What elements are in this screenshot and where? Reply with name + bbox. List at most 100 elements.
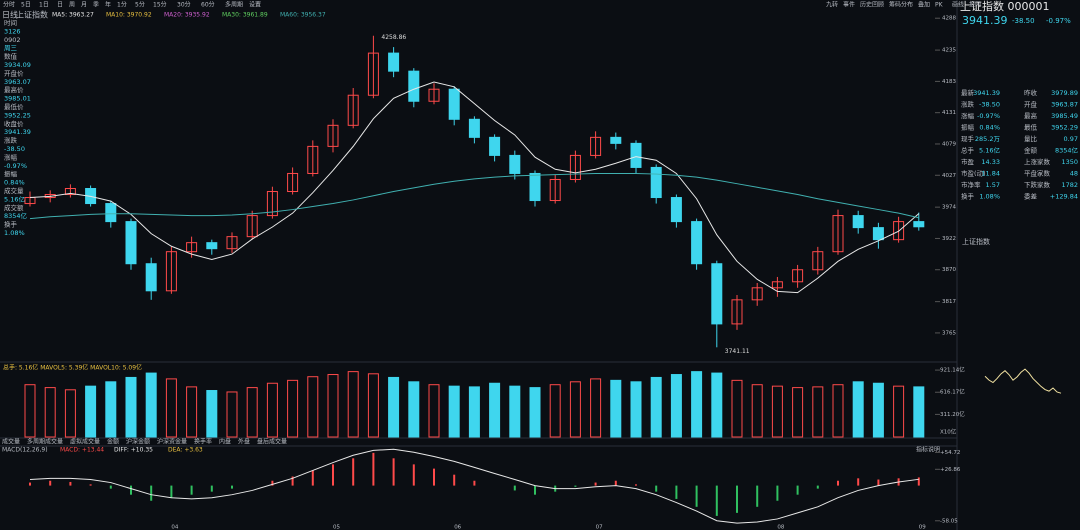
candle-body (650, 166, 662, 199)
macd-help[interactable]: 指标说明 (916, 446, 940, 454)
info-item: -38.50 (4, 145, 25, 153)
period-tab[interactable]: 年 (105, 1, 111, 9)
period-tab[interactable]: 日 (57, 2, 63, 9)
candle-body (287, 172, 299, 193)
quote-cell: -38.50 (979, 101, 1000, 109)
y-tick-label: 3870 (942, 267, 956, 273)
month-label: 08 (777, 525, 784, 530)
period-tab[interactable]: 5日 (21, 2, 31, 9)
y-tick-label: 616.17亿 (940, 388, 965, 396)
quote-cell: 0.97 (1064, 135, 1078, 143)
volume-bar (307, 376, 319, 438)
period: 日线 (2, 10, 18, 20)
quote-cell: 3979.89 (1051, 89, 1078, 97)
y-tick-label: 3817 (942, 299, 956, 305)
volume-bar (812, 386, 824, 438)
tool-button[interactable]: 九转 (826, 1, 838, 9)
volume-bar (872, 382, 884, 438)
indicator-tab[interactable]: 沪深资金量 (157, 438, 187, 446)
quote-price: 3941.39 (962, 14, 1008, 27)
info-item: 成交额 (4, 203, 24, 212)
period-tab[interactable]: 月 (81, 2, 87, 9)
volume-bar (448, 385, 460, 438)
volume-bar (771, 385, 783, 438)
period-tab[interactable]: 季 (93, 1, 99, 9)
volume-bar (226, 391, 238, 438)
quote-cell: 下跌家数 (1024, 180, 1051, 189)
info-item: 8354亿 (4, 211, 28, 220)
indicator-tab[interactable]: 虚拟成交量 (70, 438, 100, 446)
period-tab[interactable]: 60分 (201, 1, 215, 9)
info-item: 3952.25 (4, 111, 31, 119)
indicator-tab[interactable]: 金额 (107, 438, 119, 446)
info-item: 换手 (4, 220, 18, 229)
indicator-tab[interactable]: 盘后成交量 (257, 438, 287, 446)
period-tab[interactable]: 1分 (117, 1, 127, 9)
indicator-tab[interactable]: 多周期成交量 (27, 438, 63, 446)
period-tab[interactable]: 多周期 (225, 1, 243, 9)
period-tab[interactable]: 15分 (153, 1, 167, 9)
tool-button[interactable]: 画线 (952, 1, 964, 9)
ma-legend: MA30: 3961.89 (222, 12, 268, 19)
tool-button[interactable]: 报网 (969, 1, 981, 9)
quote-cell: 市盈(动) (961, 169, 986, 178)
tool-button[interactable]: 筹码分布 (889, 1, 913, 9)
period-tab[interactable]: 分时 (3, 1, 15, 9)
indicator-tab[interactable]: 内盘 (219, 438, 231, 446)
macd-legend: DIFF: +10.35 (114, 447, 153, 454)
period-tab[interactable]: 1日 (39, 2, 49, 9)
candle-body (408, 70, 420, 102)
candle-body (731, 299, 743, 325)
volume-unit: X10亿 (940, 428, 957, 436)
volume-bar (913, 386, 925, 438)
indicator-tab[interactable]: 成交量 (2, 438, 20, 446)
tool-button[interactable]: PK (935, 2, 944, 9)
indicator-tab[interactable]: 沪深金额 (126, 438, 150, 446)
intraday-line (984, 368, 1062, 394)
info-item: 成交量 (4, 186, 24, 195)
volume-bar (630, 381, 642, 438)
volume-bar (125, 376, 137, 438)
candle-body (751, 287, 763, 301)
candle-body (711, 263, 723, 325)
annotation: 3741.11 (725, 348, 750, 355)
quote-cell: 5.16亿 (979, 146, 1000, 155)
period-tab[interactable]: 5分 (135, 1, 145, 9)
tool-button[interactable]: 历史回顾 (860, 1, 884, 9)
info-item: 5.16亿 (4, 194, 25, 203)
ma-legend: MA5: 3963.27 (52, 12, 94, 19)
candle-body (186, 242, 198, 253)
info-item: 时间 (4, 18, 17, 27)
quote-cell: 3963.87 (1051, 101, 1078, 109)
candle-body (569, 154, 581, 180)
volume-bar (287, 379, 299, 438)
volume-bar (347, 371, 359, 438)
candle-body (913, 221, 925, 228)
tool-button[interactable]: 叠加 (918, 1, 930, 9)
volume-bar (105, 381, 117, 438)
candle-body (428, 88, 440, 102)
candle-body (489, 136, 501, 156)
volume-bar (529, 387, 541, 438)
info-item: 最高价 (4, 85, 24, 94)
quote-cell: 48 (1070, 170, 1078, 178)
y-tick-label: 4079 (942, 141, 956, 147)
volume-bar (852, 381, 864, 438)
quote-cell: 平盘家数 (1024, 169, 1051, 178)
candle-body (367, 52, 379, 96)
volume-bar (751, 384, 763, 438)
period-tab[interactable]: 设置 (249, 1, 261, 9)
indicator-tab[interactable]: 外盘 (238, 438, 250, 446)
period-tab[interactable]: 30分 (177, 1, 191, 9)
y-tick-label: +54.72 (940, 450, 960, 456)
y-tick-label: 3765 (942, 330, 956, 336)
period-tab[interactable]: 周 (69, 2, 75, 9)
month-label: 06 (454, 525, 461, 530)
candle-body (832, 215, 844, 253)
tool-button[interactable]: 事件 (843, 1, 855, 9)
info-item: 0902 (4, 36, 21, 44)
macd-legend: MACD(12,26,9) (2, 447, 48, 454)
indicator-tab[interactable]: 换手率 (194, 438, 212, 446)
candle-body (327, 124, 339, 147)
